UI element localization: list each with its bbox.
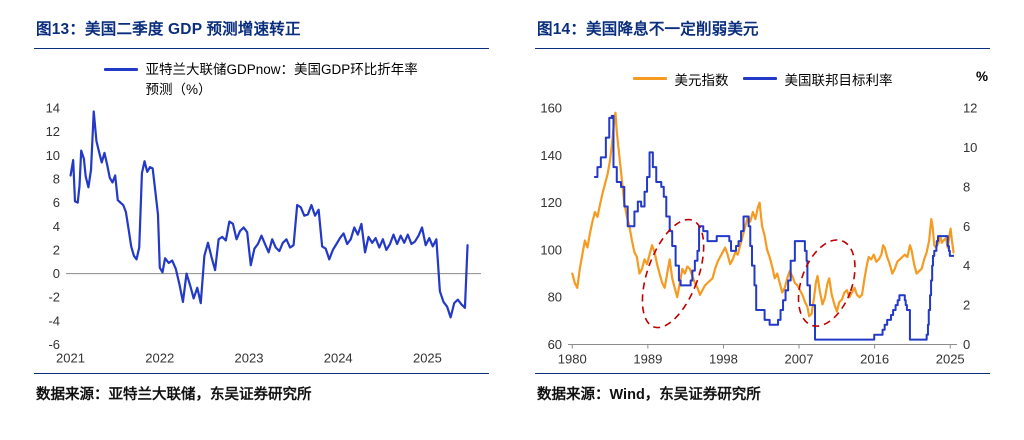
svg-text:0: 0 [53, 267, 60, 282]
svg-text:60: 60 [548, 337, 562, 352]
svg-text:2024: 2024 [324, 351, 353, 366]
svg-text:2022: 2022 [145, 351, 174, 366]
fed-rate-line-swatch [742, 77, 777, 81]
svg-text:10: 10 [963, 140, 977, 155]
svg-text:12: 12 [963, 102, 977, 116]
svg-text:-6: -6 [48, 337, 60, 352]
svg-text:8: 8 [53, 172, 60, 187]
svg-text:12: 12 [46, 125, 60, 140]
gdpnow-legend: 亚特兰大联储GDPnow：美国GDP环比折年率预测（%） [34, 55, 489, 102]
svg-text:2021: 2021 [56, 351, 85, 366]
svg-text:1998: 1998 [709, 352, 738, 367]
svg-text:2023: 2023 [235, 351, 264, 366]
svg-text:2007: 2007 [785, 352, 814, 367]
svg-text:6: 6 [963, 219, 970, 234]
svg-text:80: 80 [548, 290, 562, 305]
fed-rate-legend-item: 美国联邦目标利率 [742, 69, 893, 89]
svg-text:4: 4 [963, 259, 970, 274]
right-axis-unit-label: % [975, 69, 988, 84]
dollar-chart: 美元指数 美国联邦目标利率 % 1980 1989 1998 2007 2016 2025… [535, 49, 990, 367]
dollar-plot-area: 1980 1989 1998 2007 2016 2025 160 140 120 100 80 60… [535, 102, 990, 367]
figure-13-source: 数据来源：亚特兰大联储，东吴证券研究所 [34, 373, 489, 404]
svg-text:0: 0 [963, 337, 970, 352]
svg-text:1989: 1989 [633, 352, 662, 367]
figure-13-title: 图13：美国二季度 GDP 预测增速转正 [34, 10, 489, 49]
figure-panel-gdpnow: 图13：美国二季度 GDP 预测增速转正 亚特兰大联储GDPnow：美国GDP环… [34, 10, 489, 404]
dollar-index-legend-item: 美元指数 [632, 69, 729, 89]
dollar-legend: 美元指数 美国联邦目标利率 % [535, 55, 990, 102]
figure-14-title: 图14：美国降息不一定削弱美元 [535, 10, 990, 49]
svg-text:2: 2 [53, 243, 60, 258]
svg-text:1980: 1980 [558, 352, 587, 367]
dollar-index-line-swatch [632, 77, 667, 81]
svg-text:6: 6 [53, 196, 60, 211]
svg-text:14: 14 [46, 102, 60, 116]
dollar-chart-svg: 1980 1989 1998 2007 2016 20251601401201008060… [540, 102, 977, 367]
svg-text:10: 10 [46, 148, 60, 163]
svg-text:2: 2 [963, 298, 970, 313]
svg-text:-2: -2 [48, 290, 60, 305]
figure-14-source: 数据来源：Wind，东吴证券研究所 [535, 373, 990, 404]
gdpnow-chart: 亚特兰大联储GDPnow：美国GDP环比折年率预测（%） 14 12 10 8 6 4 2 0… [34, 49, 489, 367]
svg-text:2025: 2025 [413, 351, 442, 366]
svg-text:120: 120 [540, 196, 562, 211]
svg-text:2025: 2025 [936, 352, 965, 367]
gdpnow-plot-area: 14 12 10 8 6 4 2 0 -2 -4 -6 2021 2022 2023 2024 2025 [34, 102, 489, 367]
svg-text:8: 8 [963, 180, 970, 195]
svg-text:160: 160 [540, 102, 562, 116]
dollar-index-legend-label: 美元指数 [674, 72, 729, 88]
svg-text:4: 4 [53, 219, 60, 234]
svg-text:140: 140 [540, 148, 562, 163]
svg-text:-4: -4 [48, 314, 60, 329]
report-figures: 图13：美国二季度 GDP 预测增速转正 亚特兰大联储GDPnow：美国GDP环… [34, 10, 990, 404]
svg-text:100: 100 [540, 243, 562, 258]
fed-rate-legend-label: 美国联邦目标利率 [784, 72, 893, 88]
figure-panel-dollar: 图14：美国降息不一定削弱美元 美元指数 美国联邦目标利率 % 1980 1989… [535, 10, 990, 404]
gdpnow-legend-label: 亚特兰大联储GDPnow：美国GDP环比折年率预测（%） [145, 62, 418, 97]
gdpnow-legend-line-swatch [103, 68, 138, 71]
svg-text:2016: 2016 [860, 352, 889, 367]
